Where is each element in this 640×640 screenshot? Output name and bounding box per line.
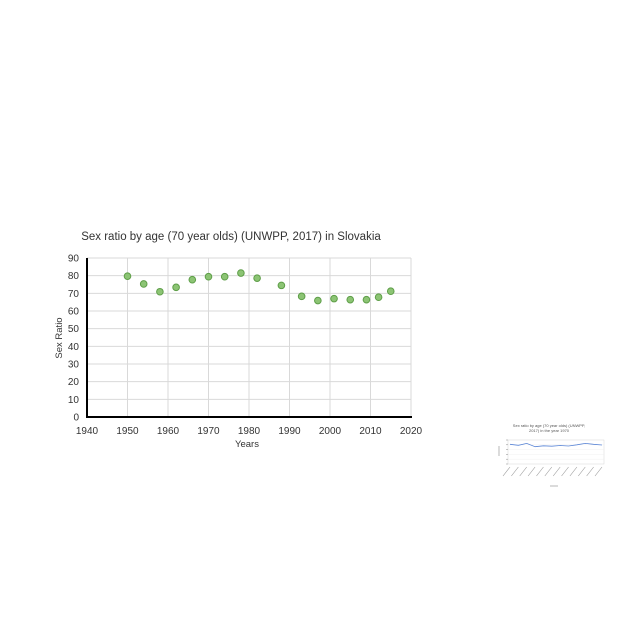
thumbnail-line-chart: Sex ratio by age (70 year olds) (UNWPP, … bbox=[498, 423, 605, 487]
x-tick-label: 1950 bbox=[116, 426, 139, 437]
y-tick-label: 10 bbox=[68, 395, 80, 406]
data-point bbox=[220, 272, 229, 281]
y-axis-label: Sex Ratio bbox=[54, 317, 65, 358]
x-tick-label: 1940 bbox=[76, 426, 99, 437]
data-point bbox=[156, 287, 164, 296]
data-point bbox=[346, 295, 355, 304]
x-tick-label: 1990 bbox=[278, 426, 301, 437]
y-tick-label: 0 bbox=[73, 413, 79, 424]
thumbnail-series-line bbox=[509, 442, 603, 448]
data-point bbox=[297, 292, 306, 301]
thumbnail-title-line-1: Sex ratio by age (70 year olds) (UNWPP, bbox=[513, 423, 585, 428]
x-tick-label: 2000 bbox=[319, 426, 342, 437]
y-tick-label: 60 bbox=[68, 307, 80, 318]
thumbnail-x-tick-label bbox=[527, 466, 536, 477]
x-tick-labels: 1940 1950 1960 1970 1980 1990 2000 2010 2020 bbox=[76, 426, 423, 437]
data-point bbox=[123, 272, 132, 280]
y-tick-label: 80 bbox=[68, 271, 80, 282]
thumbnail-x-tick-label bbox=[536, 466, 544, 477]
data-point bbox=[374, 293, 383, 302]
y-tick-label: 40 bbox=[68, 342, 80, 353]
data-point bbox=[237, 269, 245, 277]
thumbnail-x-tick-label bbox=[569, 466, 578, 477]
y-tick-label: 90 bbox=[68, 254, 80, 265]
data-point bbox=[386, 287, 395, 296]
thumbnail-title-line-2: 2017) in the year 1970 bbox=[529, 428, 570, 433]
data-point bbox=[362, 295, 371, 304]
thumbnail-plot bbox=[498, 439, 605, 487]
x-tick-label: 2010 bbox=[359, 426, 382, 437]
data-point bbox=[253, 274, 261, 282]
grid-lines bbox=[87, 257, 412, 417]
x-tick-label: 1970 bbox=[197, 426, 220, 437]
y-tick-label: 20 bbox=[68, 377, 80, 388]
thumbnail-x-tick-label bbox=[594, 466, 603, 477]
data-point bbox=[139, 280, 148, 288]
data-point bbox=[277, 281, 286, 290]
axes bbox=[86, 258, 412, 418]
y-tick-label: 70 bbox=[68, 289, 80, 300]
x-tick-label: 1960 bbox=[157, 426, 180, 437]
thumbnail-x-tick-label bbox=[511, 466, 519, 477]
y-tick-label: 30 bbox=[68, 360, 80, 371]
data-point bbox=[172, 283, 180, 292]
thumbnail-x-tick-label bbox=[561, 466, 569, 477]
thumbnail-x-tick-label bbox=[578, 466, 586, 477]
thumbnail-x-tick-label bbox=[552, 466, 561, 477]
data-point bbox=[330, 294, 338, 303]
thumbnail-x-tick-label bbox=[519, 466, 527, 477]
x-axis-label: Years bbox=[235, 439, 259, 450]
x-tick-label: 2020 bbox=[400, 426, 423, 437]
thumbnail-x-tick-label bbox=[502, 466, 511, 477]
y-tick-labels: 0 10 20 30 40 50 60 70 80 90 bbox=[68, 254, 80, 424]
data-point bbox=[204, 272, 213, 281]
thumbnail-x-tick-label bbox=[544, 466, 553, 477]
data-points bbox=[123, 269, 395, 305]
x-tick-label: 1980 bbox=[238, 426, 261, 437]
thumbnail-x-tick-label bbox=[586, 466, 594, 477]
chart-title: Sex ratio by age (70 year olds) (UNWPP, … bbox=[81, 231, 381, 243]
data-point bbox=[314, 296, 322, 305]
y-tick-label: 50 bbox=[68, 324, 80, 335]
data-point bbox=[188, 275, 197, 284]
